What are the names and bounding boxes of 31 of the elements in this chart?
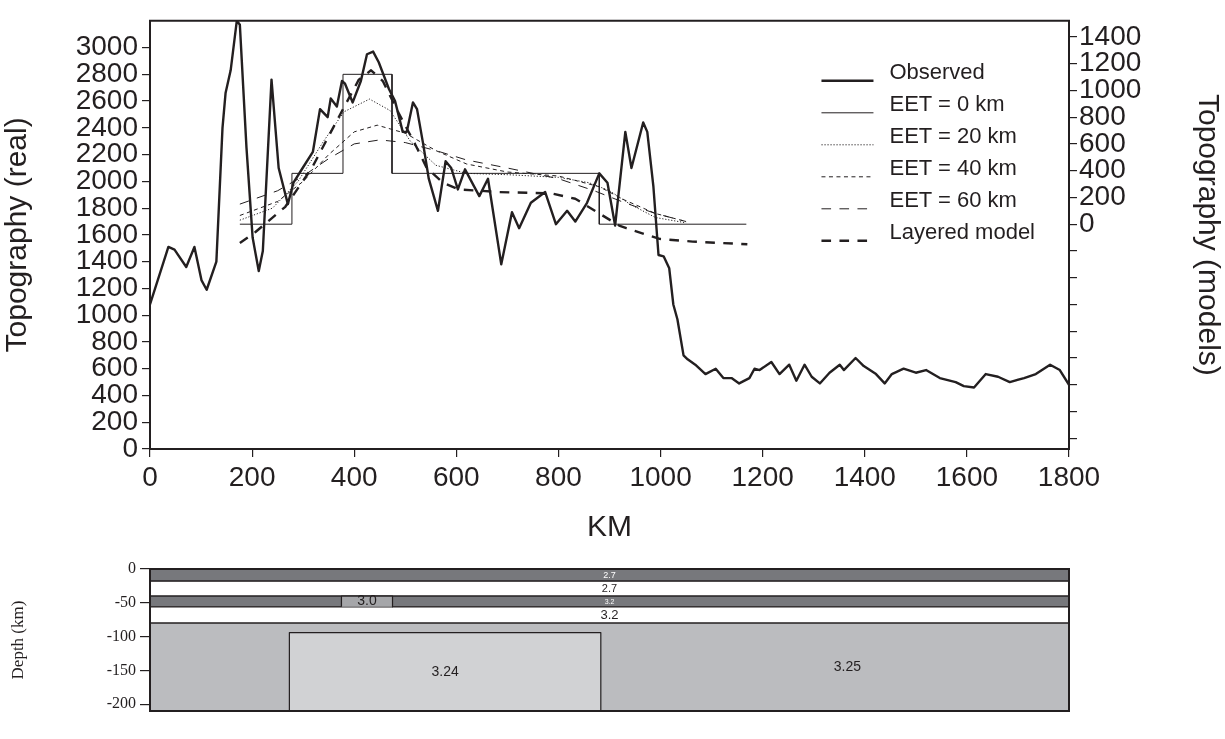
legend-label: EET = 0 km — [889, 90, 1005, 116]
x-tick-label: 1000 — [629, 460, 692, 492]
legend-label: EET = 20 km — [889, 122, 1017, 148]
band-label: 2.7 — [601, 582, 618, 595]
legend-label: EET = 40 km — [889, 154, 1017, 180]
x-tick-label: 1200 — [731, 460, 794, 492]
x-tick-label: 1800 — [1037, 460, 1101, 492]
y-tick-label: -50 — [114, 593, 136, 611]
series-label: 3.0 — [357, 592, 377, 609]
x-tick-label: 1400 — [833, 460, 896, 492]
y-tick-label: -200 — [106, 694, 136, 712]
x-tick-label: 200 — [228, 460, 276, 492]
y-tick-label: -150 — [106, 660, 136, 678]
y2-axis-title: Topography (models) — [1192, 93, 1225, 376]
band-label: 3.2 — [600, 607, 619, 623]
y-tick-label: -100 — [106, 626, 136, 644]
y-tick-label: 0 — [128, 559, 136, 577]
x-tick-label: 600 — [432, 460, 480, 492]
y-axis-title: Depth (km) — [7, 600, 27, 680]
y-axis-title: Topography (real) — [0, 117, 33, 353]
x-tick-label: 0 — [142, 460, 158, 492]
legend-label: Observed — [889, 58, 985, 84]
x-tick-label: 800 — [535, 460, 582, 492]
x-tick-label: 400 — [330, 460, 378, 492]
band-label: 3.25 — [833, 658, 862, 675]
legend-label: EET = 60 km — [889, 186, 1017, 212]
band-label: 2.7 — [603, 570, 616, 581]
legend-label: Layered model — [889, 218, 1036, 244]
x-axis-title: KM — [587, 509, 632, 543]
x-tick-label: 1600 — [935, 460, 999, 492]
series-label: 3.24 — [431, 662, 459, 679]
